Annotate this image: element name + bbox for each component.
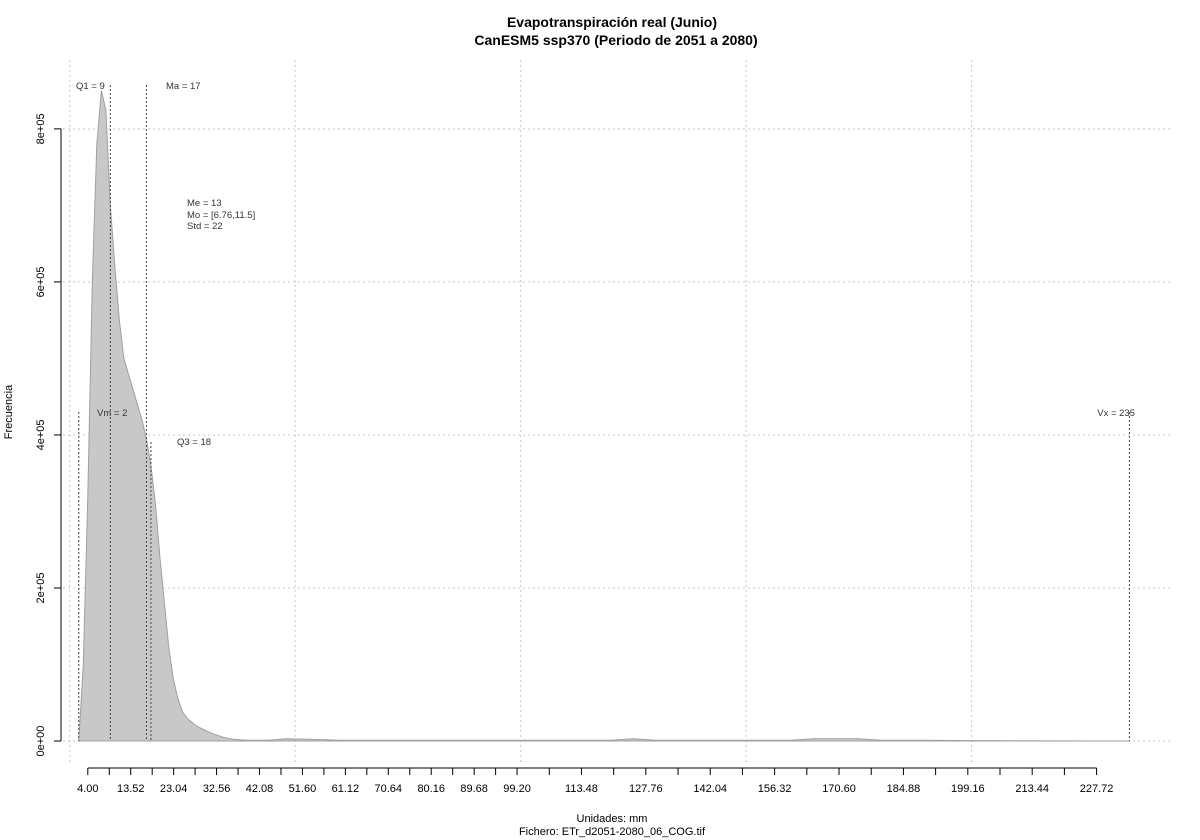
x-tick-label-12: 127.76 xyxy=(629,783,663,795)
x-tick-label-10: 99.20 xyxy=(503,783,531,795)
annotation-vm: Vm = 2 xyxy=(97,408,127,419)
y-axis-label: Frecuencia xyxy=(3,384,15,439)
file-caption: Fichero: ETr_d2051-2080_06_COG.tif xyxy=(519,826,706,838)
y-tick-label-4: 8e+05 xyxy=(35,113,47,144)
y-tick-label-0: 0e+00 xyxy=(35,726,47,757)
axis-layer: 0e+00 2e+05 4e+05 6e+05 8e+05 4.00 13.52 23.04 3… xyxy=(35,113,1113,795)
x-tick-label-7: 70.64 xyxy=(375,783,403,795)
annotation-vx: Vx = 235 xyxy=(1097,408,1135,419)
x-tick-label-9: 89.68 xyxy=(460,783,488,795)
annotation-q1: Q1 = 9 xyxy=(76,81,105,92)
x-tick-label-19: 227.72 xyxy=(1080,783,1114,795)
vline-layer xyxy=(78,85,1130,742)
annotation-mo: Mo = [6.76,11.5] xyxy=(187,210,255,221)
annotation-me: Me = 13 xyxy=(187,198,222,209)
annotation-std: Std = 22 xyxy=(187,221,223,232)
x-tick-label-8: 80.16 xyxy=(417,783,445,795)
area-layer xyxy=(78,90,1130,742)
y-tick-label-1: 2e+05 xyxy=(35,573,47,604)
x-tick-label-4: 42.08 xyxy=(246,783,274,795)
density-area xyxy=(78,90,1130,742)
x-tick-label-0: 4.00 xyxy=(77,783,98,795)
x-tick-label-18: 213.44 xyxy=(1015,783,1049,795)
chart-title: Evapotranspiración real (Junio) xyxy=(507,14,717,30)
x-axis-label: Unidades: mm xyxy=(577,813,648,825)
x-tick-label-3: 32.56 xyxy=(203,783,231,795)
annotation-q3: Q3 = 18 xyxy=(177,437,211,448)
x-tick-label-6: 61.12 xyxy=(332,783,360,795)
x-tick-label-13: 142.04 xyxy=(693,783,727,795)
x-tick-label-17: 199.16 xyxy=(951,783,985,795)
grid-layer xyxy=(63,60,1170,764)
x-tick-label-11: 113.48 xyxy=(565,783,598,795)
x-tick-label-5: 51.60 xyxy=(289,783,317,795)
x-tick-label-1: 13.52 xyxy=(117,783,145,795)
x-tick-label-14: 156.32 xyxy=(758,783,792,795)
y-tick-label-2: 4e+05 xyxy=(35,420,47,451)
x-tick-label-15: 170.60 xyxy=(822,783,856,795)
x-tick-label-16: 184.88 xyxy=(887,783,921,795)
x-tick-label-2: 23.04 xyxy=(160,783,188,795)
y-tick-label-3: 6e+05 xyxy=(35,266,47,297)
chart-subtitle: CanESM5 ssp370 (Periodo de 2051 a 2080) xyxy=(474,32,757,48)
annotation-ma: Ma = 17 xyxy=(166,81,201,92)
